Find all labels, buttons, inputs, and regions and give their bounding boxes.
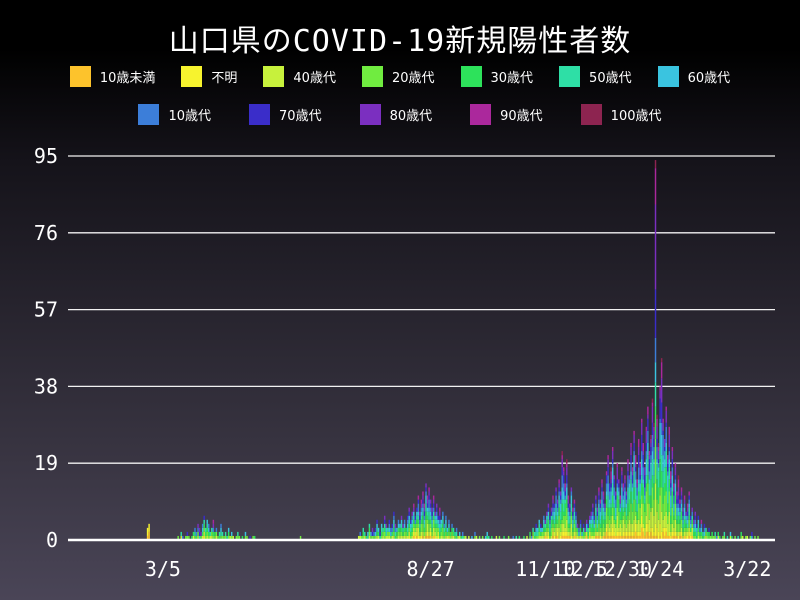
stacked-bars <box>146 160 759 540</box>
legend-swatch <box>263 66 285 87</box>
legend-swatch <box>361 66 383 87</box>
legend-item-11: 100歳代 <box>580 104 662 125</box>
legend-label: 30歳代 <box>490 71 534 86</box>
legend-label: 60歳代 <box>687 71 731 86</box>
legend-label: 10歳未満 <box>99 71 156 86</box>
legend-swatch <box>138 104 160 125</box>
legend-item-1: 不明 <box>181 66 237 87</box>
legend-label: 40歳代 <box>293 71 336 86</box>
legend-label: 不明 <box>211 71 238 86</box>
legend-item-6: 60歳代 <box>657 66 731 87</box>
y-tick-label-19: 19 <box>34 451 58 475</box>
x-tick-label-3-5: 3/5 <box>145 557 181 581</box>
legend-label: 70歳代 <box>279 109 322 124</box>
legend-item-2: 40歳代 <box>263 66 336 87</box>
legend-item-3: 20歳代 <box>361 66 435 87</box>
x-tick-label-12-30: 12/30 <box>592 557 652 581</box>
y-tick-label-38: 38 <box>34 374 58 398</box>
legend-item-8: 70歳代 <box>249 104 322 125</box>
y-tick-label-95: 95 <box>34 144 58 168</box>
chart-title: 山口県のCOVID-19新規陽性者数 <box>168 24 632 59</box>
legend-item-10: 90歳代 <box>470 104 543 125</box>
legend-label: 100歳代 <box>610 109 662 124</box>
legend-label: 10歳代 <box>168 109 212 124</box>
gridlines <box>68 155 775 464</box>
legend-item-4: 30歳代 <box>460 66 534 87</box>
legend-swatch <box>359 104 381 125</box>
legend-swatch <box>69 66 91 87</box>
legend-label: 20歳代 <box>391 71 435 86</box>
y-tick-label-0: 0 <box>46 528 58 552</box>
legend-swatch <box>580 104 602 125</box>
legend-swatch <box>470 104 492 125</box>
x-tick-label-3-22: 3/22 <box>723 557 771 581</box>
legend-swatch <box>657 66 679 87</box>
legend-label: 50歳代 <box>589 71 632 86</box>
legend-label: 90歳代 <box>500 109 543 124</box>
legend-label: 80歳代 <box>389 109 433 124</box>
legend-item-9: 80歳代 <box>359 104 433 125</box>
legend-item-0: 10歳未満 <box>69 66 156 87</box>
legend-row-1: 10歳未満 不明 40歳代 20歳代 30歳代 50歳代 60歳代 <box>0 66 800 87</box>
x-tick-label-12-5: 12/5 <box>560 557 608 581</box>
legend-item-7: 10歳代 <box>138 104 211 125</box>
legend-swatch <box>559 66 581 87</box>
y-tick-label-76: 76 <box>34 221 58 245</box>
legend-row-2: 10歳代 70歳代 80歳代 90歳代 100歳代 <box>0 104 800 125</box>
x-tick-label-1-24: 1/24 <box>636 557 684 581</box>
x-tick-label-11-10: 11/10 <box>515 557 575 581</box>
legend-item-5: 50歳代 <box>559 66 632 87</box>
y-tick-label-57: 57 <box>34 298 58 322</box>
legend-swatch <box>181 66 203 87</box>
x-tick-label-8-27: 8/27 <box>407 557 455 581</box>
legend-swatch <box>249 104 271 125</box>
legend-swatch <box>460 66 482 87</box>
